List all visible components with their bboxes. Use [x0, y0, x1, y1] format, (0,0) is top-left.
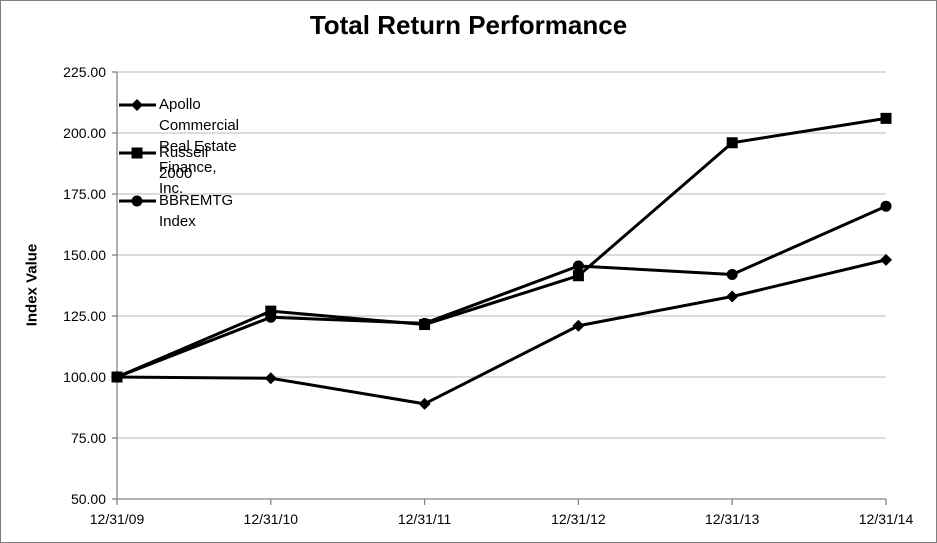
- diamond-legend-marker: [131, 99, 143, 111]
- x-tick-label: 12/31/09: [90, 511, 145, 527]
- y-tick-label: 50.00: [71, 491, 106, 507]
- square-marker: [572, 270, 584, 282]
- legend-label-line: Inc.: [159, 180, 184, 197]
- series-line-1: [116, 116, 887, 379]
- square-legend-swatch-icon: [119, 147, 156, 159]
- legend-label-line: Russell 2000: [159, 144, 209, 182]
- circle-marker: [419, 317, 431, 329]
- circle-legend-swatch-icon: [119, 195, 156, 207]
- y-tick-label: 225.00: [63, 64, 106, 80]
- diamond-marker: [880, 253, 892, 266]
- legend-label: Russell 2000: [159, 142, 208, 184]
- series-line-0: [116, 258, 887, 406]
- square-marker: [265, 305, 277, 317]
- y-tick-label: 175.00: [63, 186, 106, 202]
- diamond-marker: [572, 319, 585, 332]
- legend-item-2: BBREMTG Index: [119, 190, 233, 232]
- x-tick-label: 12/31/10: [244, 511, 299, 527]
- circle-marker: [572, 260, 584, 272]
- y-tick-label: 100.00: [63, 369, 106, 385]
- square-marker: [880, 112, 892, 124]
- circle-legend-marker: [131, 195, 143, 207]
- legend-item-0: Apollo Commercial Real Estate Finance, In…: [119, 94, 239, 199]
- diamond-marker: [418, 397, 431, 410]
- chart-title: Total Return Performance: [309, 10, 628, 40]
- x-tick-label: 12/31/14: [859, 511, 914, 527]
- y-tick-label: 200.00: [63, 125, 106, 141]
- legend-label-line: BBREMTG Index: [159, 192, 234, 230]
- circle-marker: [726, 269, 738, 281]
- y-tick-label: 150.00: [63, 247, 106, 263]
- diamond-marker: [726, 290, 739, 303]
- x-tick-label: 12/31/12: [551, 511, 606, 527]
- y-tick-label: 75.00: [71, 430, 106, 446]
- square-marker: [726, 137, 738, 149]
- legend-item-1: Russell 2000: [119, 142, 208, 184]
- legend-label: Apollo Commercial Real Estate Finance, In…: [159, 94, 239, 199]
- circle-marker: [265, 311, 277, 323]
- diamond-legend-swatch-icon: [119, 99, 156, 111]
- circle-marker: [880, 200, 892, 212]
- x-tick-label: 12/31/11: [398, 511, 452, 527]
- circle-marker: [111, 371, 123, 383]
- series-line-2: [116, 204, 887, 379]
- x-tick-label: 12/31/13: [705, 511, 760, 527]
- y-tick-label: 125.00: [63, 308, 106, 324]
- diamond-marker: [264, 372, 277, 385]
- square-legend-marker: [131, 147, 143, 159]
- legend-label: BBREMTG Index: [159, 190, 233, 232]
- legend-label-line: Apollo Commercial Real Estate Finance,: [159, 96, 240, 176]
